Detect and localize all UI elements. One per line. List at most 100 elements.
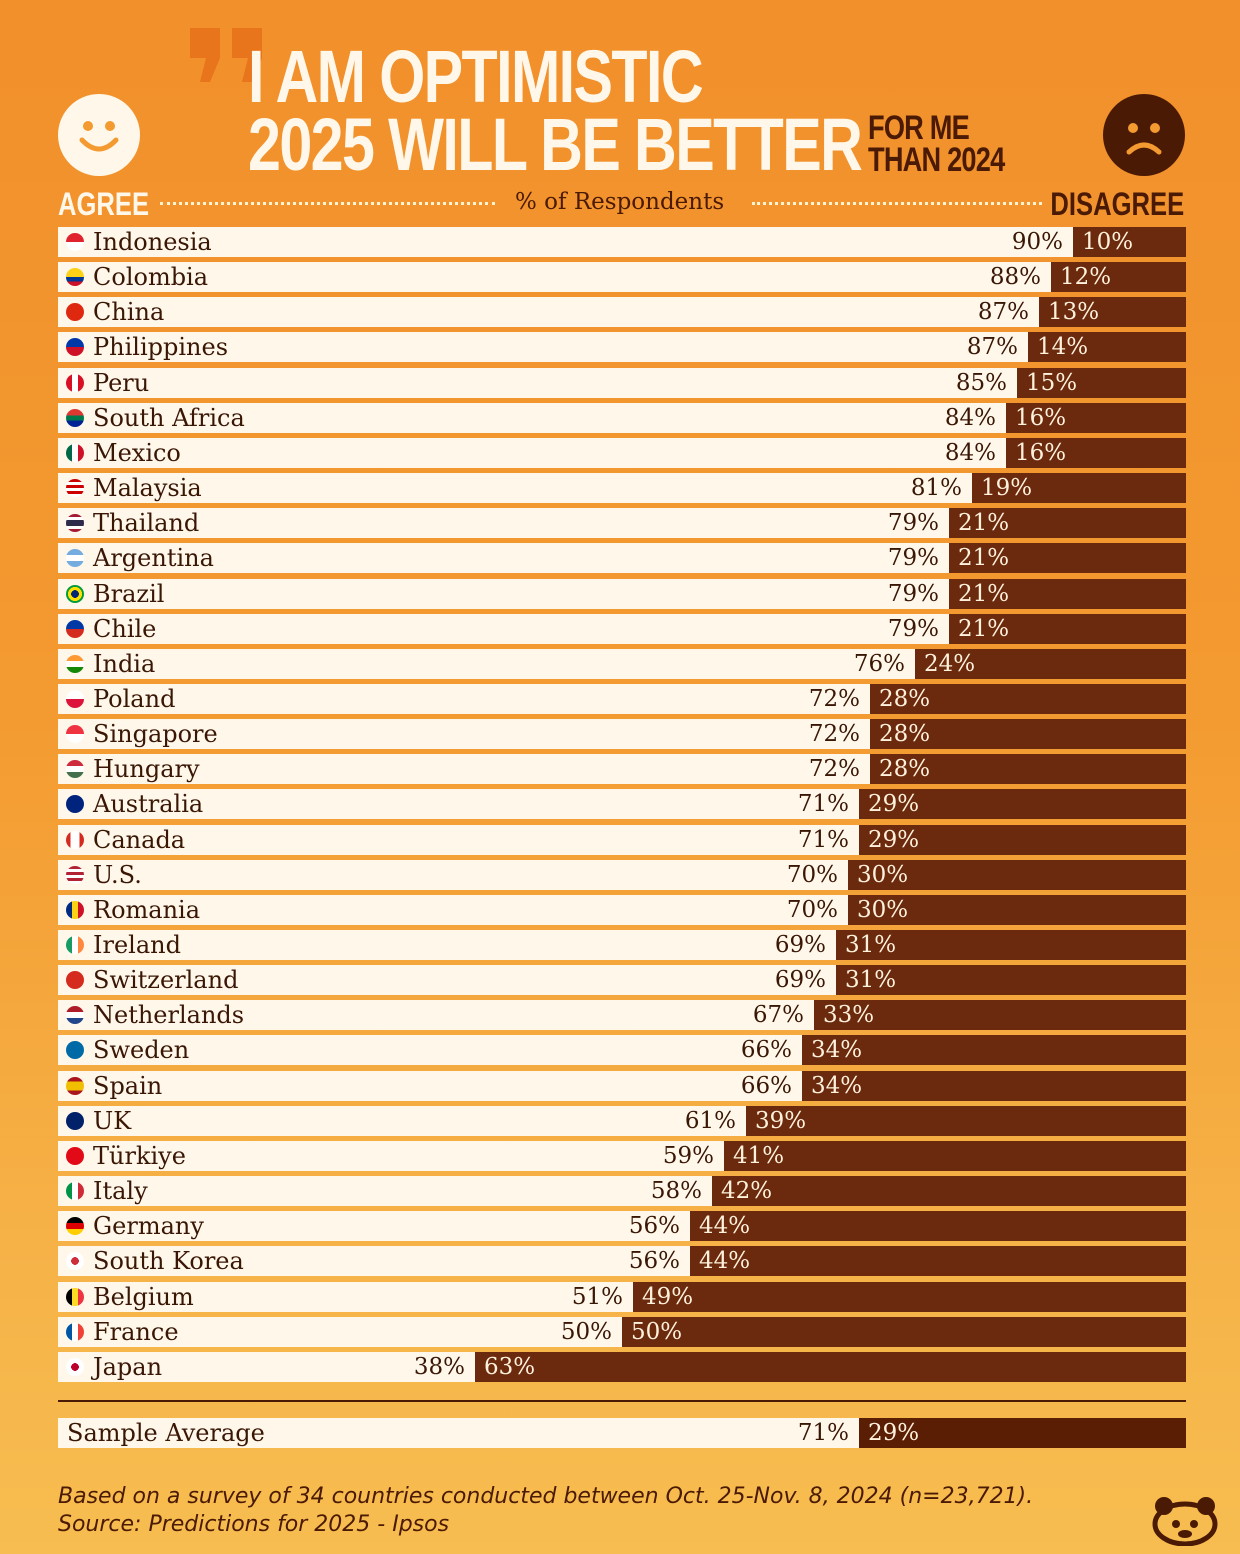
chile-flag-icon [66,620,84,638]
italy-flag-icon [66,1182,84,1200]
agree-value-label: 56% [628,1248,680,1274]
singapore-flag-icon [66,725,84,743]
hungary-flag-icon [66,760,84,778]
south-africa-flag-icon [66,409,84,427]
chart-row: Thailand 79% 21% [58,508,1186,538]
belgium-flag-icon [66,1288,84,1306]
disagree-value-label: 21% [958,581,1010,607]
chart-row: Sweden 66% 34% [58,1035,1186,1065]
agree-value-label: 84% [944,440,996,466]
country-label: Chile [93,615,157,643]
disagree-bar [690,1246,1186,1276]
country-label: France [93,1318,179,1346]
agree-value-label: 87% [966,334,1018,360]
disagree-value-label: 21% [958,616,1010,642]
disagree-value-label: 63% [484,1354,536,1380]
disagree-value-label: 12% [1060,264,1112,290]
agree-value-label: 69% [774,967,826,993]
disagree-bar [949,614,1186,644]
chart-row: Australia 71% 29% [58,789,1186,819]
agree-value-label: 79% [887,616,939,642]
quote-mark-icon [190,28,262,82]
country-label: Spain [93,1072,163,1100]
country-label: Argentina [93,544,214,572]
publisher-logo-icon [1152,1497,1218,1546]
dotted-divider-right [752,202,1042,205]
country-label: Peru [93,369,150,397]
country-label: Türkiye [93,1142,186,1170]
australia-flag-icon [66,795,84,813]
agree-value-label: 84% [944,405,996,431]
country-label: Romania [93,896,201,924]
disagree-bar [622,1317,1186,1347]
disagree-value-label: 31% [845,932,897,958]
average-label: Sample Average [67,1419,265,1447]
disagree-bar [814,1000,1186,1030]
switzerland-flag-icon [66,971,84,989]
country-label: UK [93,1107,132,1135]
disagree-value-label: 29% [868,791,920,817]
chart-row: Brazil 79% 21% [58,579,1186,609]
agree-value-label: 71% [797,827,849,853]
us-flag-icon [66,866,84,884]
agree-value-label: 72% [808,756,860,782]
disagree-value-label: 49% [642,1284,694,1310]
disagree-bar [1051,262,1186,292]
disagree-value-label: 34% [811,1073,863,1099]
disagree-bar [1028,332,1186,362]
south-korea-flag-icon [66,1252,84,1270]
average-divider [58,1400,1186,1402]
chart-row: Argentina 79% 21% [58,543,1186,573]
country-label: Ireland [93,931,181,959]
spain-flag-icon [66,1077,84,1095]
survey-note: Based on a survey of 34 countries conduc… [58,1484,1034,1509]
respondents-label: % of Respondents [515,189,725,215]
mexico-flag-icon [66,444,84,462]
disagree-bar [475,1352,1186,1382]
country-label: Italy [93,1177,148,1205]
disagree-bar [746,1106,1186,1136]
disagree-bar [915,649,1186,679]
disagree-bar [1039,297,1186,327]
disagree-bar [802,1071,1186,1101]
agree-value-label: 56% [628,1213,680,1239]
agree-value-label: 90% [1011,229,1063,255]
agree-value-label: 81% [910,475,962,501]
chart-row: Netherlands 67% 33% [58,1000,1186,1030]
malaysia-flag-icon [66,479,84,497]
agree-value-label: 51% [571,1284,623,1310]
chart-row: South Korea 56% 44% [58,1246,1186,1276]
average-disagree-value: 29% [868,1420,920,1446]
disagree-value-label: 44% [699,1213,751,1239]
chart-row: Japan 38% 63% [58,1352,1186,1382]
agree-value-label: 88% [989,264,1041,290]
disagree-value-label: 42% [721,1178,773,1204]
chart-row: South Africa 84% 16% [58,403,1186,433]
agree-value-label: 79% [887,510,939,536]
chart-row: U.S. 70% 30% [58,860,1186,890]
ireland-flag-icon [66,936,84,954]
disagree-value-label: 13% [1048,299,1100,325]
agree-value-label: 67% [752,1002,804,1028]
chart-row: Singapore 72% 28% [58,719,1186,749]
country-label: Colombia [93,263,209,291]
disagree-value-label: 16% [1015,440,1067,466]
disagree-value-label: 28% [879,686,931,712]
title-suffix: FOR ME THAN 2024 [868,111,1005,177]
disagree-bar [949,579,1186,609]
disagree-value-label: 30% [857,897,909,923]
turkiye-flag-icon [66,1147,84,1165]
netherlands-flag-icon [66,1006,84,1024]
country-label: Sweden [93,1036,190,1064]
country-label: Poland [93,685,176,713]
disagree-bar [724,1141,1186,1171]
agree-value-label: 38% [413,1354,465,1380]
disagree-bar [949,508,1186,538]
canada-flag-icon [66,831,84,849]
country-label: Malaysia [93,474,202,502]
chart-row: UK 61% 39% [58,1106,1186,1136]
disagree-value-label: 31% [845,967,897,993]
disagree-value-label: 19% [981,475,1033,501]
country-label: Australia [93,790,204,818]
